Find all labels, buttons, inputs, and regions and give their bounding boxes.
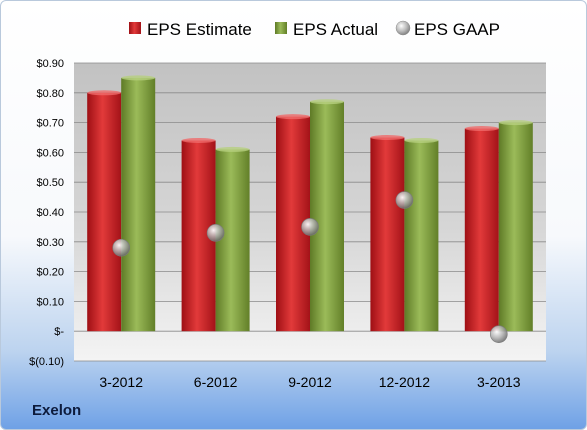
legend-swatch-eps-actual — [275, 22, 287, 34]
bar-eps-actual — [404, 140, 439, 332]
x-tick-label: 12-2012 — [379, 374, 431, 390]
bar-top-eps-estimate — [370, 135, 405, 140]
bar-eps-actual — [215, 149, 250, 332]
y-tick-label: $0.10 — [36, 296, 64, 308]
y-tick-label: $0.30 — [36, 237, 64, 249]
bar-top-eps-estimate — [87, 90, 122, 96]
marker-eps-gaap — [395, 191, 414, 209]
y-tick-label: $(0.10) — [29, 356, 64, 368]
y-tick-label: $0.80 — [36, 88, 64, 100]
y-tick-label: $0.50 — [36, 177, 64, 189]
legend-label-eps-actual: EPS Actual — [293, 20, 378, 39]
legend-swatch-eps-estimate — [129, 22, 141, 34]
bar-top-eps-estimate — [276, 114, 310, 120]
x-tick-label: 6-2012 — [194, 374, 238, 390]
bar-eps-estimate — [464, 128, 499, 332]
bar-top-eps-actual — [215, 146, 250, 152]
y-tick-label: $0.20 — [36, 267, 64, 279]
y-tick-label: $0.60 — [36, 147, 64, 159]
bar-top-eps-actual — [121, 75, 156, 81]
gaap-markers — [112, 191, 508, 343]
y-tick-label: $- — [54, 326, 64, 338]
x-tick-label: 3-2012 — [99, 374, 143, 390]
legend-marker-eps-gaap — [395, 20, 411, 36]
y-tick-label: $0.70 — [36, 118, 64, 130]
company-name: Exelon — [32, 402, 82, 419]
bar-top-eps-actual — [404, 137, 439, 143]
bar-top-eps-estimate — [464, 126, 499, 132]
bar-top-eps-actual — [498, 120, 533, 126]
legend: EPS Estimate EPS Actual EPS GAAP — [129, 20, 500, 39]
x-tick-label: 9-2012 — [288, 374, 332, 390]
bar-eps-actual — [121, 77, 156, 332]
y-tick-label: $0.40 — [36, 207, 64, 219]
bar-top-eps-actual — [310, 99, 344, 105]
marker-eps-gaap — [301, 218, 319, 236]
bar-eps-estimate — [87, 92, 122, 332]
y-tick-label: $0.90 — [36, 58, 64, 70]
x-axis: 3-2012 6-2012 9-2012 12-2012 3-2013 — [99, 374, 520, 390]
y-axis: $0.90 $0.80 $0.70 $0.60 $0.50 $0.40 $0.30 $0.20… — [29, 58, 64, 368]
x-tick-label: 3-2013 — [477, 374, 521, 390]
marker-eps-gaap — [112, 238, 130, 257]
bar-eps-actual — [310, 101, 344, 332]
legend-label-eps-gaap: EPS GAAP — [414, 20, 500, 39]
legend-label-eps-estimate: EPS Estimate — [147, 20, 252, 39]
bar-top-eps-estimate — [181, 137, 216, 143]
marker-eps-gaap — [206, 224, 225, 242]
bar-eps-estimate — [370, 137, 405, 332]
bar-eps-actual — [498, 122, 533, 332]
marker-eps-gaap — [489, 325, 508, 343]
bars — [87, 75, 533, 332]
